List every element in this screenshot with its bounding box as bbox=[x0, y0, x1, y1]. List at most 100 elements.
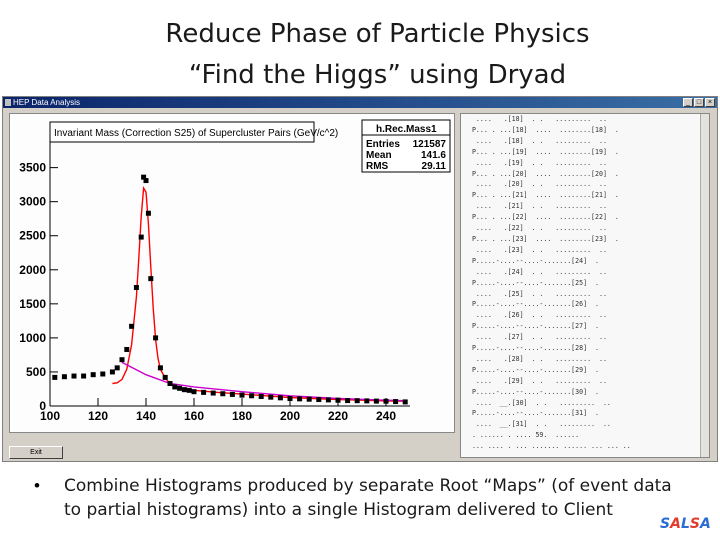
console-line: .... .[27] . . ......... .. bbox=[464, 333, 607, 342]
console-line: P.....-....--....-.......[26] . bbox=[464, 300, 599, 309]
data-point bbox=[124, 346, 130, 352]
console-line: .... .[23] . . ......... .. bbox=[464, 245, 607, 254]
console-line: P... . ...[22] .... ........[22] . bbox=[464, 213, 619, 222]
console-line: P.....-....--....-.......[30] . bbox=[464, 387, 599, 396]
data-point bbox=[133, 284, 139, 290]
stats-label: Mean bbox=[366, 150, 392, 161]
data-point bbox=[191, 389, 197, 395]
data-point bbox=[145, 210, 151, 216]
console-line: P... . ...[20] .... ........[20] . bbox=[464, 169, 619, 178]
console-line: .... .[24] . . ......... .. bbox=[464, 267, 607, 276]
slide-title-line2: “Find the Higgs” using Dryad bbox=[188, 60, 567, 90]
bullet-marker: • bbox=[34, 476, 40, 495]
x-tick-label: 160 bbox=[184, 409, 204, 423]
data-point bbox=[186, 387, 192, 393]
data-point bbox=[100, 371, 106, 377]
console-scrollbar[interactable] bbox=[700, 114, 709, 457]
y-tick-label: 500 bbox=[26, 365, 46, 379]
stats-label: Entries bbox=[366, 139, 400, 150]
data-point bbox=[306, 396, 312, 402]
data-point bbox=[249, 393, 255, 399]
console-line: .... .[25] . . ......... .. bbox=[464, 289, 607, 298]
histogram-canvas[interactable]: Invariant Mass (Correction S25) of Super… bbox=[9, 113, 455, 433]
hep-analysis-window: HEP Data Analysis _ □ × Invariant Mass (… bbox=[2, 96, 718, 462]
console-line: P.....-....--....-.......[27] . bbox=[464, 322, 599, 331]
slide-title-line1: Reduce Phase of Particle Physics bbox=[165, 19, 590, 49]
data-point bbox=[114, 365, 120, 371]
data-point bbox=[402, 399, 408, 405]
console-line: P... . ...[23] .... ........[23] . bbox=[464, 234, 619, 243]
console-line: .... .[20] . . ......... .. bbox=[464, 180, 607, 189]
bullet-text-line1: Combine Histograms produced by separate … bbox=[64, 476, 672, 496]
axes: 100 120 140 160 180 200 220 240 0 500 1000 1500 2000… bbox=[19, 124, 410, 423]
data-point bbox=[138, 234, 144, 240]
console-line: ... .... . ... ....... ...... ... ... .. bbox=[464, 442, 631, 451]
histogram-title: Invariant Mass (Correction S25) of Super… bbox=[54, 128, 338, 139]
data-point bbox=[162, 374, 168, 380]
data-point bbox=[143, 178, 149, 184]
data-point bbox=[153, 335, 159, 341]
chart-marks bbox=[52, 174, 408, 405]
console-line: .... __.[30] . . ......... .. bbox=[464, 398, 611, 407]
data-point bbox=[52, 374, 58, 380]
console-line: P.....-....--....-.......[25] . bbox=[464, 278, 599, 287]
data-point bbox=[61, 374, 67, 380]
data-point bbox=[354, 398, 360, 404]
data-point bbox=[258, 393, 264, 399]
data-point bbox=[148, 276, 154, 282]
bullet-text-line2: to partial histograms) into a single His… bbox=[64, 500, 613, 520]
console-line: .... .[26] . . ......... .. bbox=[464, 311, 607, 320]
y-tick-label: 3500 bbox=[19, 161, 46, 175]
salsa-logo: SALSA bbox=[660, 516, 711, 532]
data-point bbox=[90, 372, 96, 378]
data-point bbox=[364, 398, 370, 404]
x-tick-label: 180 bbox=[232, 409, 252, 423]
maximize-icon[interactable]: □ bbox=[694, 98, 704, 107]
x-tick-label: 240 bbox=[376, 409, 396, 423]
console-line: .... .[18] . . ......... .. bbox=[464, 136, 607, 145]
data-point bbox=[268, 394, 274, 400]
minimize-icon[interactable]: _ bbox=[683, 98, 693, 107]
close-icon[interactable]: × bbox=[705, 98, 715, 107]
window-titlebar[interactable]: HEP Data Analysis _ □ × bbox=[3, 97, 717, 108]
x-tick-label: 140 bbox=[136, 409, 156, 423]
console-line: . ...... . .... 59. ...... bbox=[464, 431, 580, 440]
data-point bbox=[316, 397, 322, 403]
app-icon bbox=[5, 99, 11, 106]
stats-label: RMS bbox=[366, 161, 389, 172]
data-point bbox=[393, 399, 399, 405]
data-point bbox=[345, 398, 351, 404]
console-line: .... .[21] . . ......... .. bbox=[464, 202, 607, 211]
window-title: HEP Data Analysis bbox=[13, 98, 80, 107]
console-line: P... . ...[19] .... ........[19] . bbox=[464, 147, 619, 156]
data-point bbox=[297, 396, 303, 402]
data-point bbox=[157, 365, 163, 371]
data-point bbox=[167, 381, 173, 387]
console-line: .... .[19] . . ......... .. bbox=[464, 158, 607, 167]
stats-box: h.Rec.Mass1 Entries 121587 Mean 141.6 RMS 29.… bbox=[361, 119, 451, 173]
exit-button[interactable]: Exit bbox=[9, 446, 63, 459]
data-point bbox=[287, 396, 293, 402]
data-point bbox=[181, 387, 187, 393]
x-tick-label: 220 bbox=[328, 409, 348, 423]
console-line: P.....-....--....-.......[29] . bbox=[464, 365, 599, 374]
console-line: .... __.[31] . . ......... .. bbox=[464, 420, 611, 429]
data-point bbox=[177, 385, 183, 391]
data-point bbox=[383, 398, 389, 404]
y-tick-label: 2000 bbox=[19, 263, 46, 277]
stats-value: 29.11 bbox=[422, 161, 447, 172]
data-point bbox=[141, 174, 147, 180]
data-point bbox=[229, 391, 235, 397]
y-tick-label: 0 bbox=[39, 399, 46, 413]
y-tick-label: 3000 bbox=[19, 195, 46, 209]
x-tick-label: 200 bbox=[280, 409, 300, 423]
data-point bbox=[71, 373, 77, 379]
data-point bbox=[373, 398, 379, 404]
data-point bbox=[201, 389, 207, 395]
data-point bbox=[109, 369, 115, 375]
console-line: .... .[22] . . ......... .. bbox=[464, 224, 607, 233]
data-point bbox=[277, 395, 283, 401]
console-output[interactable]: .... .[18] . . ......... .. P... . ...[1… bbox=[460, 113, 710, 458]
data-point bbox=[129, 323, 135, 329]
data-point bbox=[325, 397, 331, 403]
